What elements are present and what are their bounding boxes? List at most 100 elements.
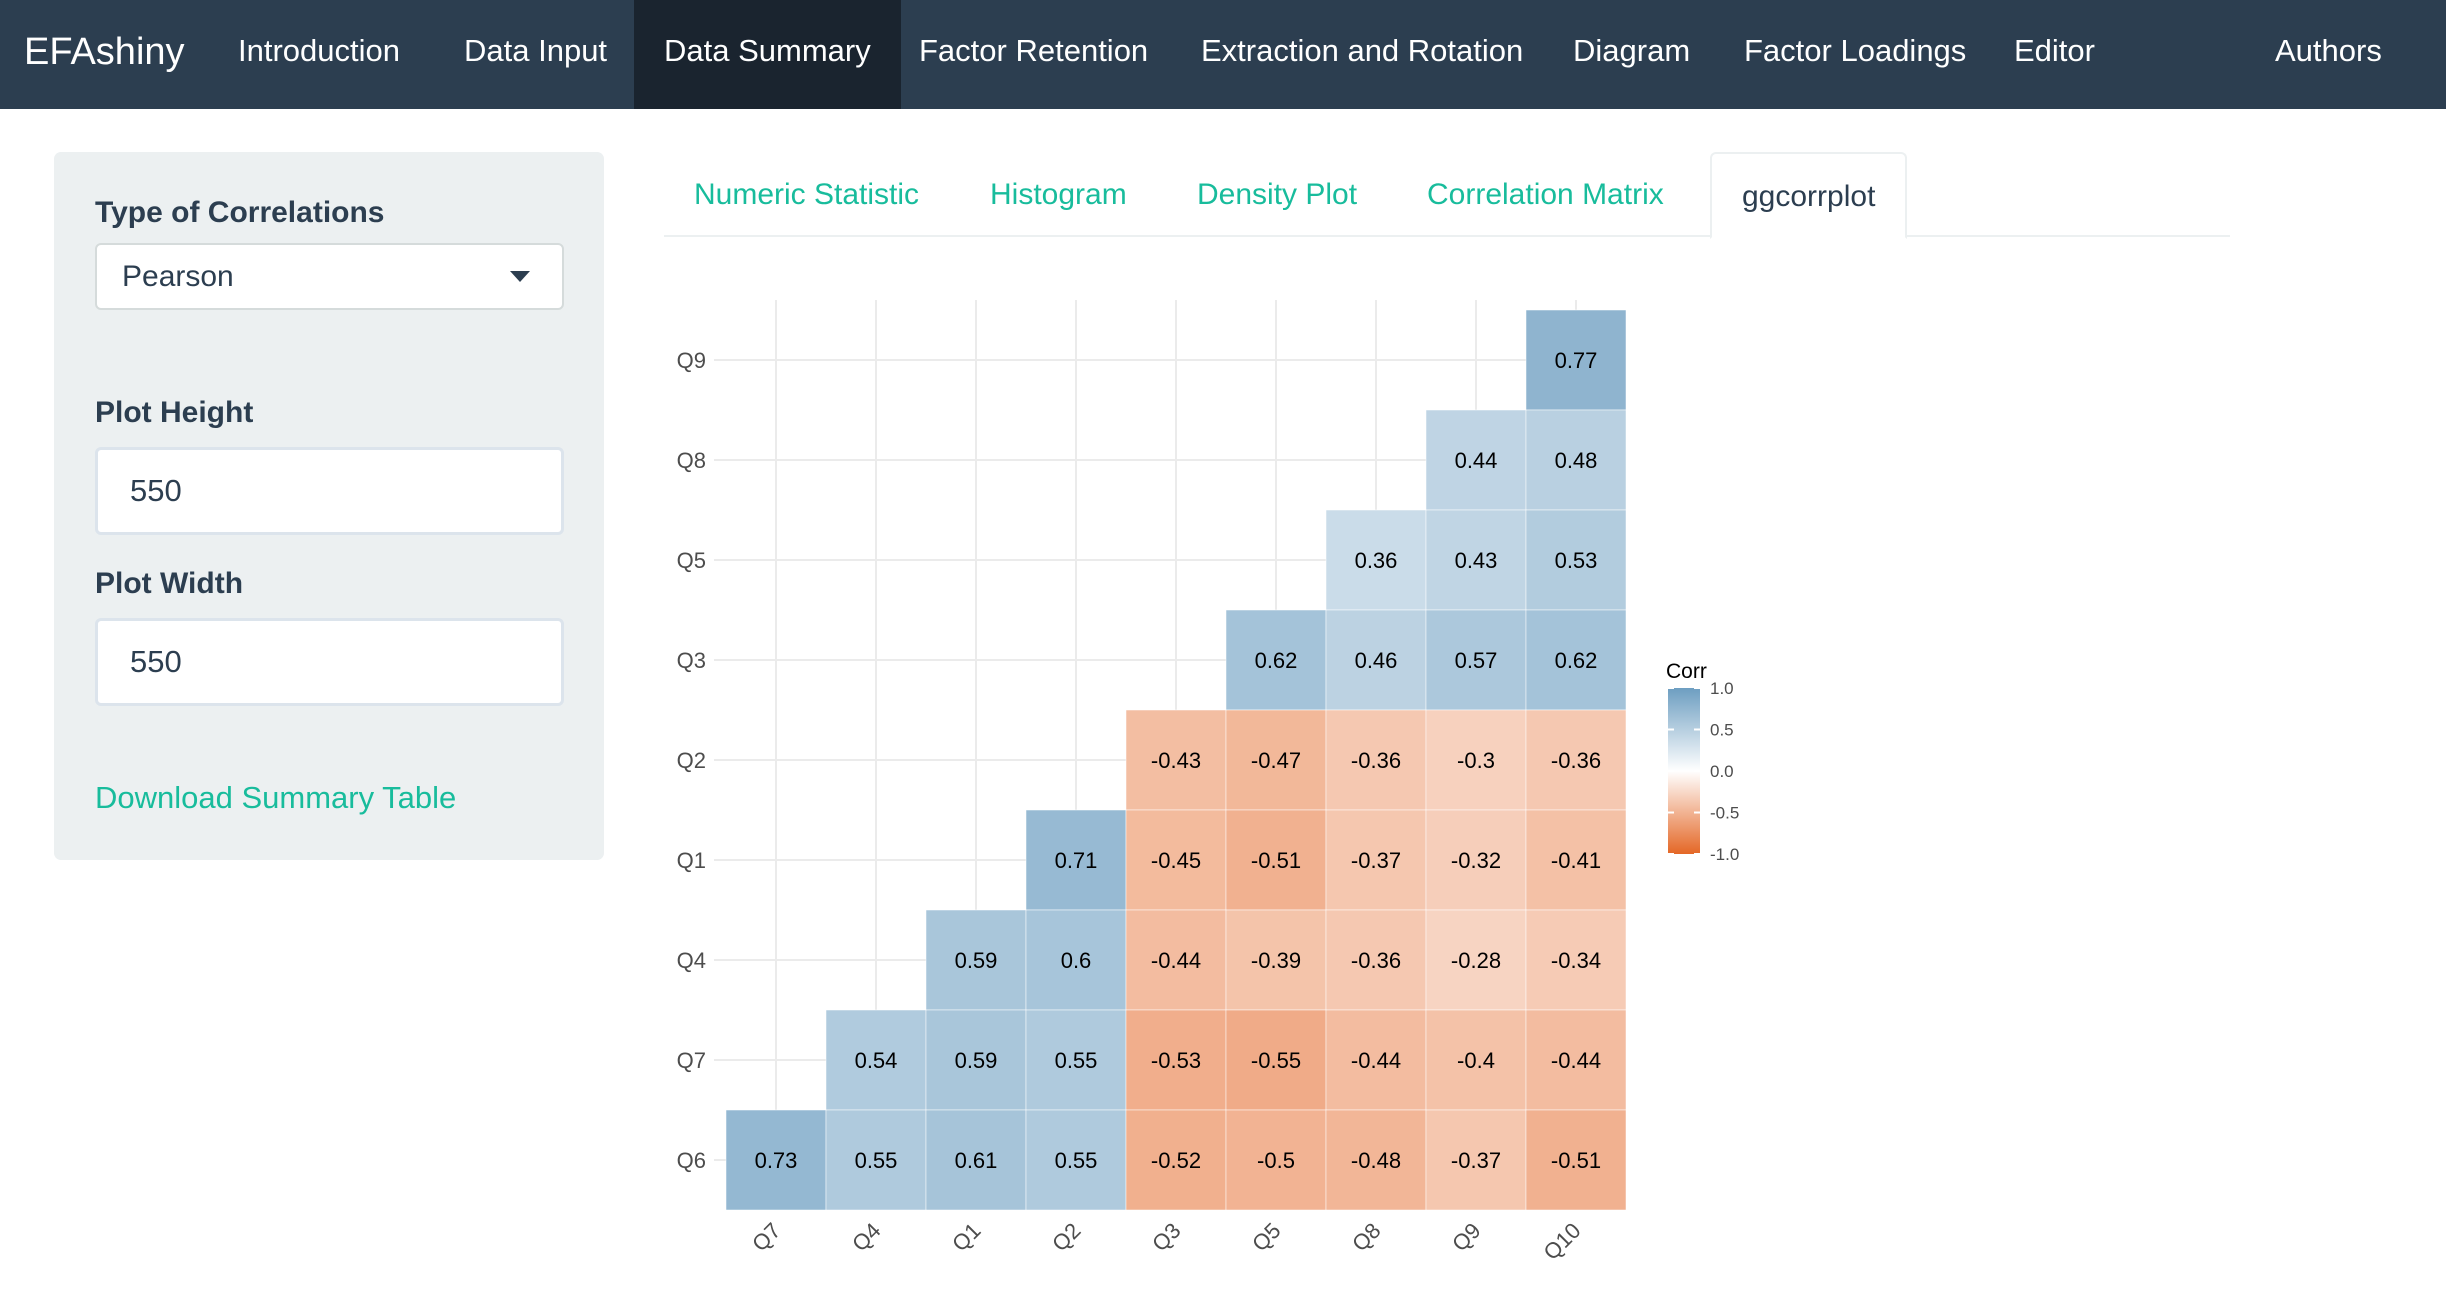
top-navbar: EFAshiny Introduction Data Input Data Su…: [0, 0, 2446, 109]
heatmap-cell: [1525, 1109, 1627, 1211]
heatmap-cell: [1125, 1109, 1227, 1211]
nav-authors[interactable]: Authors: [2275, 33, 2382, 68]
heatmap-cell: [1425, 809, 1527, 911]
cell-value-label: 0.59: [955, 1048, 998, 1073]
nav-editor[interactable]: Editor: [2014, 33, 2095, 68]
tab-ggcorrplot[interactable]: ggcorrplot: [1710, 152, 1908, 239]
heatmap-cell: [1125, 1009, 1227, 1111]
cell-value-label: -0.45: [1151, 848, 1201, 873]
tab-histogram[interactable]: Histogram: [990, 178, 1127, 211]
y-tick-label: Q5: [677, 548, 706, 573]
cell-value-label: -0.37: [1351, 848, 1401, 873]
cell-value-label: -0.3: [1457, 748, 1495, 773]
x-tick-label: Q3: [1147, 1218, 1185, 1256]
corr-type-select[interactable]: Pearson: [95, 243, 564, 310]
heatmap-cell: [1525, 609, 1627, 711]
y-tick-label: Q3: [677, 648, 706, 673]
x-tick-label: Q9: [1447, 1218, 1485, 1256]
heatmap-cell: [1525, 709, 1627, 811]
cell-value-label: -0.41: [1551, 848, 1601, 873]
plot-width-input[interactable]: [95, 618, 564, 706]
x-tick-label: Q10: [1538, 1218, 1585, 1265]
tab-density-plot[interactable]: Density Plot: [1197, 178, 1358, 211]
heatmap-cell: [1525, 409, 1627, 511]
cell-value-label: 0.62: [1255, 648, 1298, 673]
cell-value-label: 0.48: [1555, 448, 1598, 473]
plot-height-input[interactable]: [95, 447, 564, 535]
cell-value-label: -0.44: [1351, 1048, 1401, 1073]
y-tick-label: Q1: [677, 848, 706, 873]
legend-tick-label: 0.5: [1710, 721, 1734, 740]
heatmap-cell: [1025, 809, 1127, 911]
y-tick-label: Q9: [677, 348, 706, 373]
plot-height-label: Plot Height: [95, 396, 254, 429]
correlation-heatmap: 0.77 0.44 0.48 0.36 0.43 0.53 0.62 0.46 0.57 0.62…: [677, 300, 1739, 1265]
nav-introduction[interactable]: Introduction: [238, 33, 400, 68]
cell-value-label: -0.43: [1151, 748, 1201, 773]
cell-value-label: -0.36: [1351, 748, 1401, 773]
legend-tick-label: -0.5: [1710, 804, 1739, 823]
heatmap-cell: [1225, 809, 1327, 911]
x-tick-label: Q8: [1347, 1218, 1385, 1256]
cell-value-label: 0.73: [755, 1148, 798, 1173]
cell-value-label: -0.47: [1251, 748, 1301, 773]
app-brand[interactable]: EFAshiny: [24, 31, 185, 73]
heatmap-cell: [1125, 909, 1227, 1011]
heatmap-cell: [1425, 909, 1527, 1011]
legend-tick-label: 0.0: [1710, 762, 1734, 781]
y-tick-label: Q4: [677, 948, 706, 973]
heatmap-cell: [1525, 809, 1627, 911]
cell-value-label: 0.57: [1455, 648, 1498, 673]
cell-value-label: 0.77: [1555, 348, 1598, 373]
x-tick-label: Q4: [847, 1218, 885, 1256]
plot-width-label: Plot Width: [95, 567, 244, 600]
cell-value-label: -0.51: [1251, 848, 1301, 873]
cell-value-label: 0.43: [1455, 548, 1498, 573]
cell-value-label: -0.36: [1351, 948, 1401, 973]
cell-value-label: -0.44: [1551, 1048, 1601, 1073]
heatmap-cell: [1325, 709, 1427, 811]
x-tick-label: Q2: [1047, 1218, 1085, 1256]
heatmap-cell: [1525, 309, 1627, 411]
cell-value-label: 0.53: [1555, 548, 1598, 573]
legend-title: Corr: [1666, 660, 1707, 683]
heatmap-cell: [1425, 709, 1527, 811]
nav-data-summary[interactable]: Data Summary: [634, 0, 901, 109]
cell-value-label: 0.46: [1355, 648, 1398, 673]
cell-value-label: 0.62: [1555, 648, 1598, 673]
cell-value-label: -0.34: [1551, 948, 1601, 973]
cell-value-label: 0.54: [855, 1048, 898, 1073]
heatmap-cell: [1225, 1109, 1327, 1211]
heatmap-cell: [825, 1109, 927, 1211]
tab-numeric-statistic[interactable]: Numeric Statistic: [694, 178, 920, 211]
sidebar-panel: Type of Correlations Pearson Plot Height…: [54, 152, 604, 860]
y-tick-label: Q2: [677, 748, 706, 773]
heatmap-cell: [1525, 909, 1627, 1011]
heatmap-cell: [1325, 1109, 1427, 1211]
cell-value-label: 0.44: [1455, 448, 1498, 473]
nav-extraction-rotation[interactable]: Extraction and Rotation: [1201, 33, 1524, 68]
cell-value-label: 0.55: [1055, 1148, 1098, 1173]
cell-value-label: 0.61: [955, 1148, 998, 1173]
heatmap-cell: [1525, 1009, 1627, 1111]
heatmap-cell: [1425, 1009, 1527, 1111]
heatmap-cell: [1325, 809, 1427, 911]
cell-value-label: 0.55: [1055, 1048, 1098, 1073]
y-tick-label: Q7: [677, 1048, 706, 1073]
cell-value-label: 0.59: [955, 948, 998, 973]
cell-value-label: 0.6: [1061, 948, 1092, 973]
x-tick-label: Q5: [1247, 1218, 1285, 1256]
chevron-down-icon: [510, 271, 530, 282]
nav-factor-loadings[interactable]: Factor Loadings: [1744, 33, 1967, 68]
heatmap-cell: [1325, 509, 1427, 611]
nav-data-input[interactable]: Data Input: [464, 33, 608, 68]
corr-type-label: Type of Correlations: [95, 196, 385, 229]
heatmap-cell: [1325, 909, 1427, 1011]
download-summary-link[interactable]: Download Summary Table: [95, 780, 457, 815]
tab-correlation-matrix[interactable]: Correlation Matrix: [1427, 178, 1664, 211]
legend-tick-label: -1.0: [1710, 845, 1739, 864]
nav-factor-retention[interactable]: Factor Retention: [919, 33, 1149, 68]
nav-diagram[interactable]: Diagram: [1573, 33, 1691, 68]
cell-value-label: -0.48: [1351, 1148, 1401, 1173]
legend-tick-label: 1.0: [1710, 679, 1734, 698]
